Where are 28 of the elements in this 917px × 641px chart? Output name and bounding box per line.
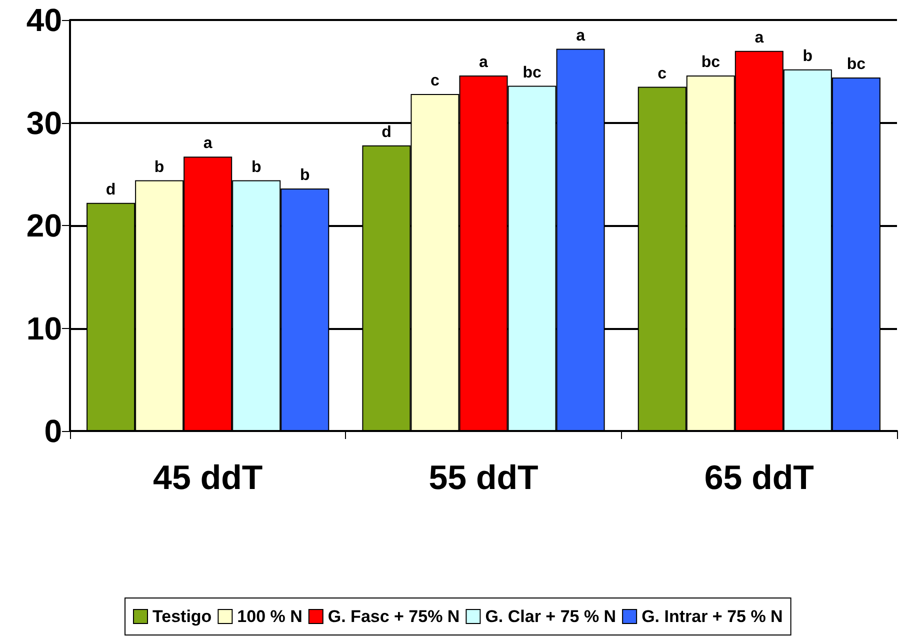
data-label: d [106, 181, 116, 198]
data-label: b [802, 48, 813, 65]
data-label: bc [522, 64, 542, 82]
legend-label: G. Fasc + 75% N [328, 607, 460, 626]
data-label: b [154, 158, 164, 176]
legend-label: 100 % N [237, 607, 302, 626]
data-label: c [658, 65, 667, 82]
data-label: b [300, 167, 310, 184]
y-tick-label: 30 [26, 104, 62, 141]
x-tick-label: 55 ddT [428, 459, 539, 497]
data-label: a [479, 54, 488, 71]
data-label: d [382, 124, 392, 141]
y-tick-label: 10 [26, 310, 62, 346]
x-tick-label: 45 ddT [153, 459, 263, 497]
data-label: c [430, 72, 440, 90]
y-tick-label: 0 [44, 413, 62, 449]
data-label: a [203, 135, 212, 152]
data-label: bc [701, 54, 720, 71]
data-label: bc [846, 56, 866, 74]
x-tick-label: 65 ddT [704, 459, 814, 497]
data-label: b [251, 158, 262, 176]
legend-label: G. Intrar + 75 % N [642, 607, 783, 626]
y-tick-label: 40 [26, 2, 62, 38]
y-tick-label: 20 [26, 208, 62, 244]
data-label: a [576, 27, 586, 44]
legend-label: G. Clar + 75 % N [485, 607, 616, 626]
legend-label: Testigo [152, 607, 212, 626]
data-label: a [754, 29, 764, 46]
